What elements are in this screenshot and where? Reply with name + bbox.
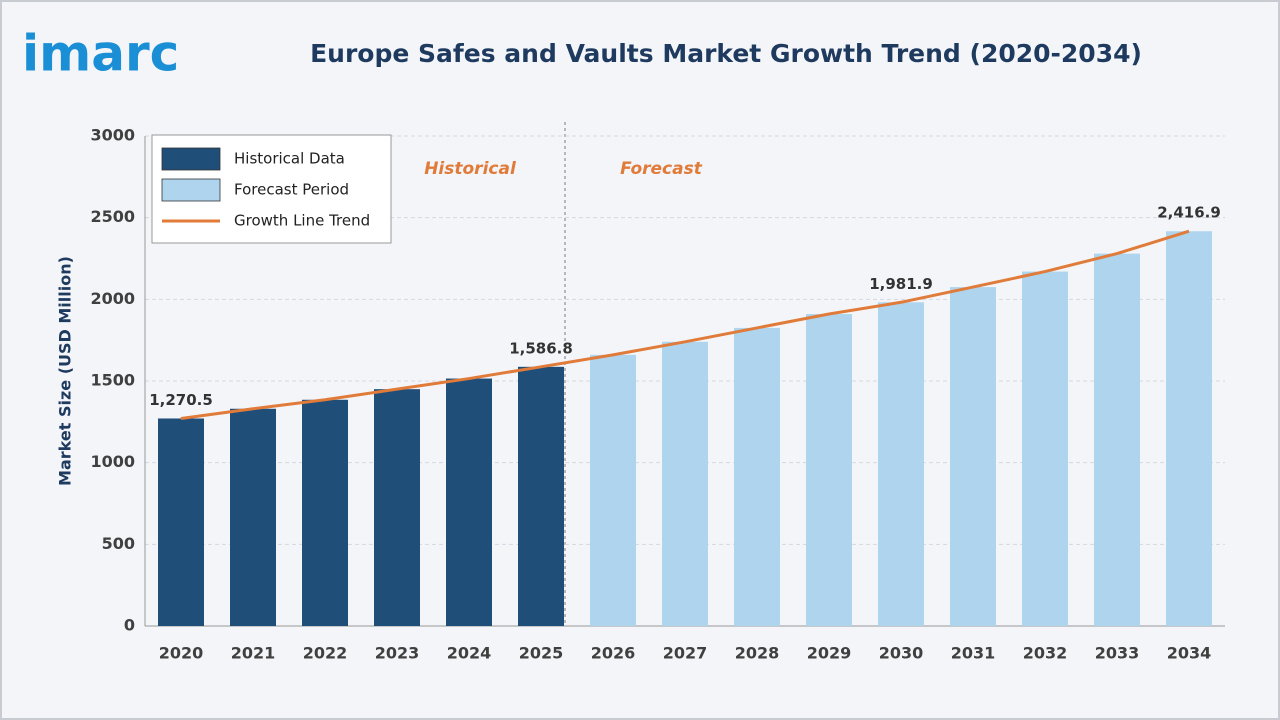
y-tick-label: 1500 [90,371,135,390]
bar [662,341,708,626]
trend-line [180,229,1190,420]
y-tick-label: 1000 [90,452,135,471]
chart-title: Europe Safes and Vaults Market Growth Tr… [310,39,1142,68]
x-tick-label: 2027 [663,644,708,663]
bar [374,389,420,626]
x-tick-label: 2028 [735,644,780,663]
bar [1094,253,1140,626]
bar [950,287,996,626]
bar [878,302,924,626]
x-tick-label: 2024 [447,644,492,663]
x-tick-label: 2033 [1095,644,1140,663]
x-tick-label: 2021 [231,644,276,663]
x-tick-label: 2029 [807,644,852,663]
value-label: 2,416.9 [1157,204,1221,222]
x-tick-label: 2023 [375,644,420,663]
legend-swatch [161,178,221,202]
x-tick-label: 2032 [1023,644,1068,663]
legend-label: Forecast Period [234,181,349,199]
bar [302,399,348,626]
bar [734,327,780,626]
x-tick-label: 2020 [159,644,204,663]
bar [158,418,204,626]
bar [518,366,564,626]
bar [1166,231,1212,626]
x-tick-label: 2026 [591,644,636,663]
x-tick-label: 2030 [879,644,924,663]
bar [230,408,276,626]
x-tick-label: 2025 [519,644,564,663]
bar [590,354,636,626]
bar [1022,271,1068,626]
legend-swatch [161,147,221,171]
y-tick-label: 2000 [90,289,135,308]
y-tick-label: 2500 [90,207,135,226]
legend-label: Historical Data [234,150,345,168]
legend-label: Growth Line Trend [234,212,370,230]
value-label: 1,981.9 [869,275,933,293]
y-tick-label: 500 [102,534,135,553]
y-tick-label: 0 [124,616,135,635]
value-label: 1,586.8 [509,339,573,357]
annotation: Forecast [620,159,703,179]
x-tick-label: 2022 [303,644,348,663]
value-label: 1,270.5 [149,391,213,409]
bar [806,314,852,626]
annotation: Historical [424,159,517,179]
x-tick-label: 2034 [1167,644,1212,663]
bar [446,378,492,626]
logo: imarc [22,25,179,83]
x-tick-label: 2031 [951,644,996,663]
y-axis-label: Market Size (USD Million) [56,256,75,486]
y-tick-label: 3000 [90,126,135,145]
